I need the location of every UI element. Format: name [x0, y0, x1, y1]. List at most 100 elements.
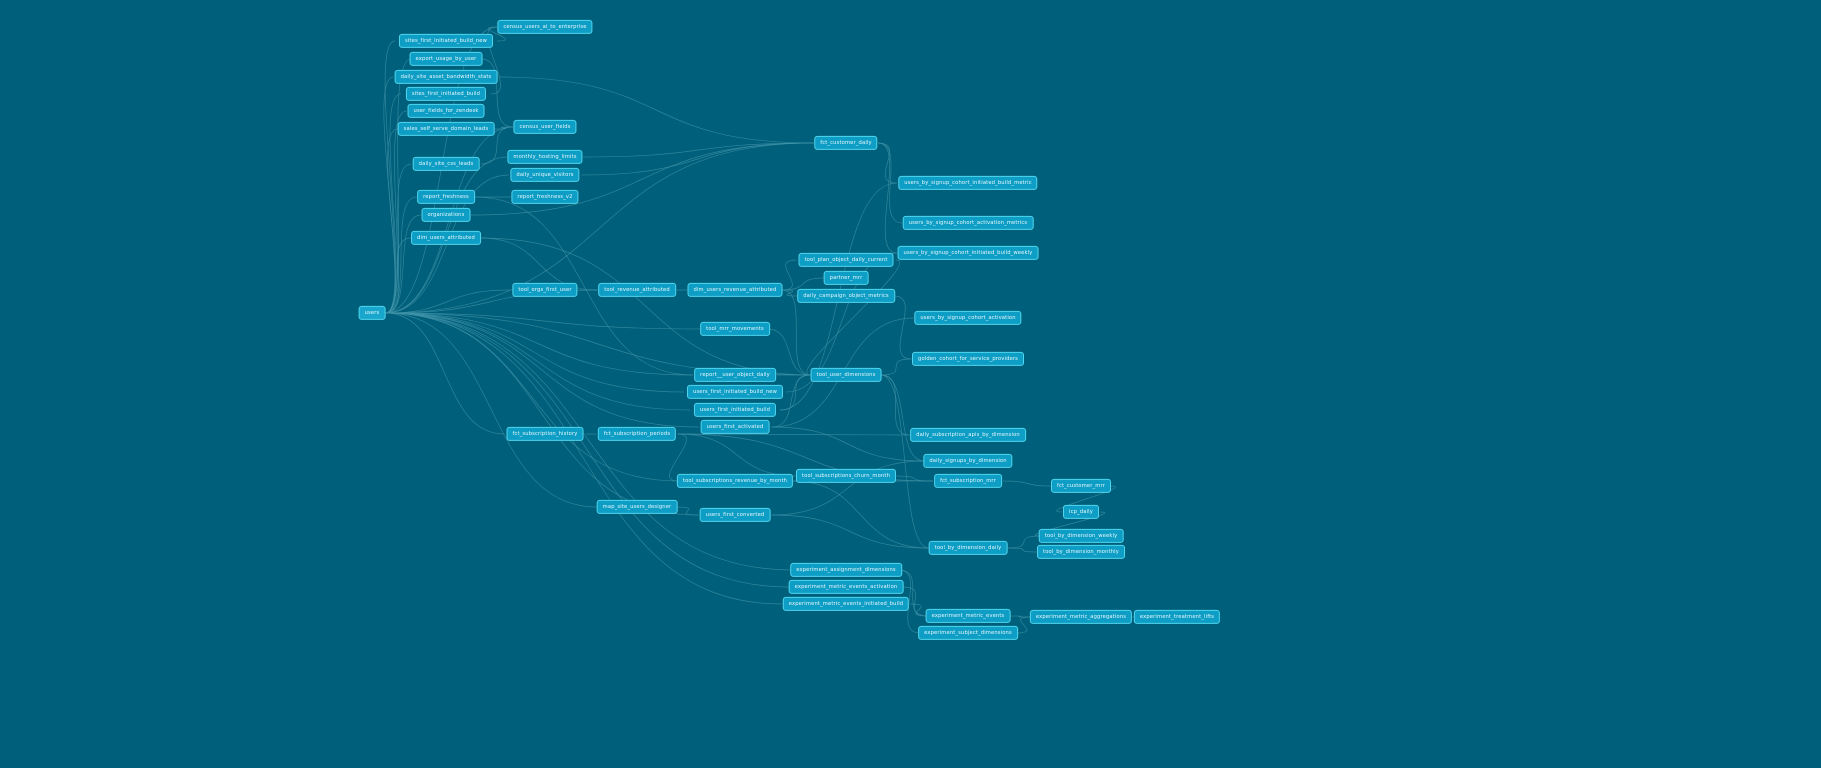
- graph-node-census_users_ai_to_enterprise[interactable]: census_users_ai_to_enterprise: [497, 19, 593, 35]
- graph-node-dim_users_attributed[interactable]: dim_users_attributed: [411, 230, 481, 246]
- graph-node-label: icp_daily: [1069, 508, 1093, 515]
- graph-node-label: experiment_metric_events: [931, 612, 1005, 619]
- graph-node-fct_subscription_mrr[interactable]: fct_subscription_mrr: [934, 473, 1002, 489]
- graph-node-fct_subscription_periods[interactable]: fct_subscription_periods: [597, 426, 677, 442]
- graph-node-experiment_subject_dimensions[interactable]: experiment_subject_dimensions: [918, 625, 1018, 641]
- graph-node-organizations[interactable]: organizations: [421, 207, 471, 223]
- graph-node-label: experiment_subject_dimensions: [924, 629, 1012, 636]
- graph-node-label: users_first_activated: [706, 423, 764, 430]
- graph-node-tool_subscriptions_churn_month[interactable]: tool_subscriptions_churn_month: [795, 468, 897, 484]
- graph-node-tool_user_dimensions[interactable]: tool_user_dimensions: [810, 367, 882, 383]
- graph-node-label: daily_campaign_object_metrics: [803, 292, 889, 299]
- graph-node-experiment_metric_events[interactable]: experiment_metric_events: [925, 608, 1011, 624]
- graph-node-report_user_object_daily[interactable]: report__user_object_daily: [694, 367, 776, 383]
- graph-node-users_by_signup_cohort_activation[interactable]: users_by_signup_cohort_activation: [914, 310, 1022, 326]
- graph-node-label: experiment_metric_aggregations: [1035, 613, 1127, 620]
- graph-node-label: users_by_signup_cohort_initiated_build_w…: [903, 249, 1033, 256]
- graph-node-label: tool_orgs_first_user: [518, 286, 572, 293]
- graph-node-label: users_first_initiated_build: [699, 406, 771, 413]
- graph-node-label: report__user_object_daily: [700, 371, 770, 378]
- graph-node-label: monthly_hosting_limits: [513, 153, 577, 160]
- graph-node-label: fct_customer_mrr: [1057, 482, 1105, 489]
- graph-node-sites_first_initiated_build[interactable]: sites_first_initiated_build: [405, 86, 487, 102]
- graph-node-experiment_metric_aggregations[interactable]: experiment_metric_aggregations: [1029, 609, 1133, 625]
- graph-node-label: tool_plan_object_daily_current: [804, 256, 888, 263]
- graph-node-users_first_activated[interactable]: users_first_activated: [700, 419, 770, 435]
- graph-node-experiment_assignment_dimensions[interactable]: experiment_assignment_dimensions: [790, 562, 902, 578]
- graph-node-daily_campaign_object_metrics[interactable]: daily_campaign_object_metrics: [797, 288, 895, 304]
- graph-node-label: sites_first_initiated_build_new: [404, 37, 488, 44]
- graph-node-label: golden_cohort_for_service_providers: [918, 355, 1018, 362]
- graph-node-map_site_users_designer[interactable]: map_site_users_designer: [596, 499, 678, 515]
- graph-node-tool_by_dimension_daily[interactable]: tool_by_dimension_daily: [928, 540, 1008, 556]
- graph-node-experiment_metric_events_initiated_build[interactable]: experiment_metric_events_initiated_build: [782, 596, 910, 612]
- graph-node-label: census_user_fields: [519, 123, 571, 130]
- graph-node-user_fields_for_zendesk[interactable]: user_fields_for_zendesk: [407, 103, 485, 119]
- graph-node-daily_site_css_leads[interactable]: daily_site_css_leads: [412, 156, 480, 172]
- graph-node-label: users_by_signup_cohort_initiated_build_m…: [904, 179, 1032, 186]
- graph-node-daily_unique_visitors[interactable]: daily_unique_visitors: [510, 167, 580, 183]
- graph-node-label: tool_by_dimension_daily: [934, 544, 1002, 551]
- graph-node-label: sales_self_serve_domain_leads: [403, 125, 489, 132]
- graph-node-experiment_metric_events_activation[interactable]: experiment_metric_events_activation: [788, 579, 904, 595]
- graph-node-fct_customer_mrr[interactable]: fct_customer_mrr: [1051, 478, 1111, 494]
- graph-node-report_freshness_v2[interactable]: report_freshness_v2: [511, 189, 579, 205]
- graph-node-label: fct_customer_daily: [820, 139, 872, 146]
- graph-node-fct_customer_daily[interactable]: fct_customer_daily: [814, 135, 878, 151]
- graph-node-users_first_converted[interactable]: users_first_converted: [699, 507, 771, 523]
- graph-node-users_first_initiated_build_new[interactable]: users_first_initiated_build_new: [687, 384, 783, 400]
- graph-node-tool_orgs_first_user[interactable]: tool_orgs_first_user: [512, 282, 578, 298]
- graph-node-export_usage_by_user[interactable]: export_usage_by_user: [409, 51, 483, 67]
- graph-node-label: tool_subscriptions_churn_month: [801, 472, 891, 479]
- graph-node-label: daily_signups_by_dimension: [929, 457, 1007, 464]
- graph-node-label: fct_subscription_mrr: [940, 477, 996, 484]
- graph-node-sites_first_initiated_build_new[interactable]: sites_first_initiated_build_new: [398, 33, 494, 49]
- graph-node-tool_plan_object_daily_current[interactable]: tool_plan_object_daily_current: [798, 252, 894, 268]
- graph-node-label: daily_site_css_leads: [418, 160, 474, 167]
- graph-node-label: users_by_signup_cohort_activation: [920, 314, 1016, 321]
- graph-node-sales_self_serve_domain_leads[interactable]: sales_self_serve_domain_leads: [397, 121, 495, 137]
- graph-node-monthly_hosting_limits[interactable]: monthly_hosting_limits: [507, 149, 583, 165]
- graph-node-users_first_initiated_build[interactable]: users_first_initiated_build: [693, 402, 777, 418]
- graph-node-experiment_treatment_lifts[interactable]: experiment_treatment_lifts: [1133, 609, 1221, 625]
- graph-node-label: fct_subscription_history: [512, 430, 578, 437]
- graph-node-label: export_usage_by_user: [415, 55, 477, 62]
- graph-node-daily_subscription_apis_by_dimension[interactable]: daily_subscription_apis_by_dimension: [910, 427, 1026, 443]
- graph-node-label: daily_unique_visitors: [516, 171, 574, 178]
- graph-node-report_freshness[interactable]: report_freshness: [417, 189, 475, 205]
- graph-node-label: users_first_converted: [705, 511, 765, 518]
- graph-node-tool_by_dimension_weekly[interactable]: tool_by_dimension_weekly: [1038, 528, 1124, 544]
- graph-node-label: experiment_metric_events_activation: [794, 583, 898, 590]
- graph-node-label: experiment_metric_events_initiated_build: [788, 600, 904, 607]
- graph-node-users[interactable]: users: [358, 305, 386, 321]
- graph-node-label: users_first_initiated_build_new: [693, 388, 777, 395]
- graph-node-label: census_users_ai_to_enterprise: [503, 23, 587, 30]
- graph-node-tool_subscriptions_revenue_by_month[interactable]: tool_subscriptions_revenue_by_month: [676, 473, 794, 489]
- graph-node-golden_cohort_for_service_providers[interactable]: golden_cohort_for_service_providers: [912, 351, 1024, 367]
- graph-node-label: dim_users_attributed: [417, 234, 475, 241]
- graph-node-label: users: [364, 309, 380, 316]
- graph-node-label: users_by_signup_cohort_activation_metric…: [908, 219, 1028, 226]
- graph-node-label: organizations: [427, 211, 465, 218]
- graph-node-fct_subscription_history[interactable]: fct_subscription_history: [506, 426, 584, 442]
- graph-node-partner_mrr[interactable]: partner_mrr: [823, 270, 869, 286]
- graph-node-dim_users_revenue_attributed[interactable]: dim_users_revenue_attributed: [687, 282, 783, 298]
- graph-node-daily_signups_by_dimension[interactable]: daily_signups_by_dimension: [923, 453, 1013, 469]
- graph-node-tool_revenue_attributed[interactable]: tool_revenue_attributed: [598, 282, 676, 298]
- graph-node-icp_daily[interactable]: icp_daily: [1063, 504, 1099, 520]
- graph-node-users_by_signup_cohort_initiated_build_weekly[interactable]: users_by_signup_cohort_initiated_build_w…: [897, 245, 1039, 261]
- graph-node-daily_site_asset_bandwidth_stats[interactable]: daily_site_asset_bandwidth_stats: [394, 69, 498, 85]
- graph-node-census_user_fields[interactable]: census_user_fields: [513, 119, 577, 135]
- graph-node-label: daily_site_asset_bandwidth_stats: [400, 73, 492, 80]
- graph-node-users_by_signup_cohort_initiated_build_metric[interactable]: users_by_signup_cohort_initiated_build_m…: [898, 175, 1038, 191]
- graph-node-label: tool_revenue_attributed: [604, 286, 670, 293]
- graph-node-tool_mrr_movements[interactable]: tool_mrr_movements: [700, 321, 770, 337]
- graph-node-label: tool_by_dimension_weekly: [1044, 532, 1118, 539]
- graph-node-label: tool_user_dimensions: [816, 371, 876, 378]
- graph-node-label: report_freshness: [423, 193, 469, 200]
- graph-node-tool_by_dimension_monthly[interactable]: tool_by_dimension_monthly: [1037, 544, 1125, 560]
- graph-node-users_by_signup_cohort_activation_metrics[interactable]: users_by_signup_cohort_activation_metric…: [902, 215, 1034, 231]
- graph-node-label: partner_mrr: [829, 274, 863, 281]
